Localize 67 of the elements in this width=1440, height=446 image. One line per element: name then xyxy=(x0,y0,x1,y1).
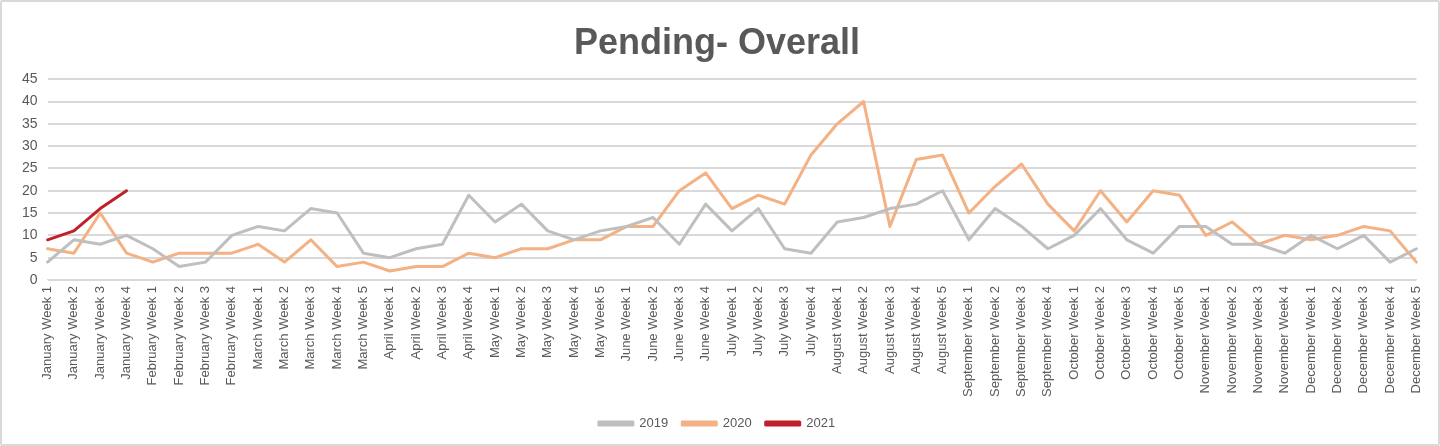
legend-label: 2019 xyxy=(639,415,669,431)
x-tick-label: October Week 4 xyxy=(1144,285,1160,380)
y-tick-label: 40 xyxy=(21,92,38,109)
x-tick-label: August Week 3 xyxy=(881,285,897,374)
x-tick-label: October Week 3 xyxy=(1118,285,1134,380)
x-tick-label: October Week 1 xyxy=(1065,285,1081,380)
x-tick-label: November Week 4 xyxy=(1276,285,1292,394)
x-tick-label: January Week 3 xyxy=(91,285,107,380)
x-tick-label: July Week 1 xyxy=(723,285,739,357)
x-tick-label: December Week 5 xyxy=(1407,285,1423,394)
x-tick-label: July Week 3 xyxy=(776,285,792,357)
x-tick-label: March Week 2 xyxy=(276,285,292,370)
x-tick-label: May Week 4 xyxy=(565,285,581,358)
y-tick-label: 45 xyxy=(21,70,38,87)
x-tick-label: August Week 4 xyxy=(907,285,923,374)
y-tick-label: 35 xyxy=(21,114,38,131)
x-tick-label: November Week 1 xyxy=(1197,285,1213,394)
x-tick-label: March Week 1 xyxy=(249,285,265,370)
x-tick-label: February Week 2 xyxy=(170,285,186,386)
x-tick-label: May Week 2 xyxy=(512,285,528,358)
x-tick-label: January Week 1 xyxy=(39,285,55,380)
x-tick-label: February Week 1 xyxy=(144,285,160,386)
chart-title: Pending- Overall xyxy=(573,20,861,62)
x-tick-label: November Week 3 xyxy=(1250,285,1266,394)
x-tick-label: October Week 5 xyxy=(1171,285,1187,380)
x-tick-label: December Week 1 xyxy=(1302,285,1318,394)
x-tick-label: August Week 1 xyxy=(828,285,844,374)
x-tick-label: June Week 4 xyxy=(697,285,713,362)
y-tick-label: 25 xyxy=(21,159,38,176)
y-tick-label: 15 xyxy=(21,203,38,220)
x-tick-label: November Week 2 xyxy=(1223,285,1239,394)
legend-label: 2021 xyxy=(806,415,836,431)
x-tick-label: April Week 2 xyxy=(407,285,423,360)
x-tick-label: June Week 1 xyxy=(618,285,634,362)
x-tick-label: April Week 4 xyxy=(460,285,476,360)
x-tick-label: August Week 2 xyxy=(855,285,871,374)
y-tick-label: 30 xyxy=(21,136,38,153)
y-tick-label: 0 xyxy=(29,270,38,287)
x-tick-label: September Week 2 xyxy=(986,285,1002,398)
x-tick-label: February Week 4 xyxy=(223,285,239,386)
x-tick-label: March Week 3 xyxy=(302,285,318,370)
y-tick-label: 5 xyxy=(29,248,38,265)
x-tick-label: September Week 4 xyxy=(1039,285,1055,398)
x-tick-label: April Week 1 xyxy=(381,285,397,360)
x-tick-label: January Week 2 xyxy=(65,285,81,380)
x-tick-label: March Week 4 xyxy=(328,285,344,370)
x-tick-label: October Week 2 xyxy=(1092,285,1108,380)
x-tick-label: May Week 5 xyxy=(591,285,607,358)
x-tick-label: August Week 5 xyxy=(934,285,950,374)
x-tick-label: June Week 2 xyxy=(644,285,660,362)
x-tick-label: September Week 1 xyxy=(960,285,976,398)
x-tick-label: May Week 1 xyxy=(486,285,502,358)
x-tick-label: April Week 3 xyxy=(434,285,449,360)
x-tick-label: September Week 3 xyxy=(1013,285,1029,398)
x-tick-label: January Week 4 xyxy=(118,285,134,380)
x-tick-label: February Week 3 xyxy=(197,285,213,386)
x-tick-label: March Week 5 xyxy=(355,285,371,370)
legend-label: 2020 xyxy=(722,415,752,431)
x-tick-label: July Week 2 xyxy=(749,285,765,357)
x-tick-label: June Week 3 xyxy=(670,285,686,362)
x-tick-label: December Week 2 xyxy=(1329,285,1345,394)
x-tick-label: December Week 3 xyxy=(1355,285,1371,394)
x-tick-label: May Week 3 xyxy=(539,285,555,358)
y-tick-label: 10 xyxy=(21,226,38,243)
x-tick-label: December Week 4 xyxy=(1381,285,1397,394)
x-tick-label: July Week 4 xyxy=(802,285,818,357)
y-tick-label: 20 xyxy=(21,181,38,198)
